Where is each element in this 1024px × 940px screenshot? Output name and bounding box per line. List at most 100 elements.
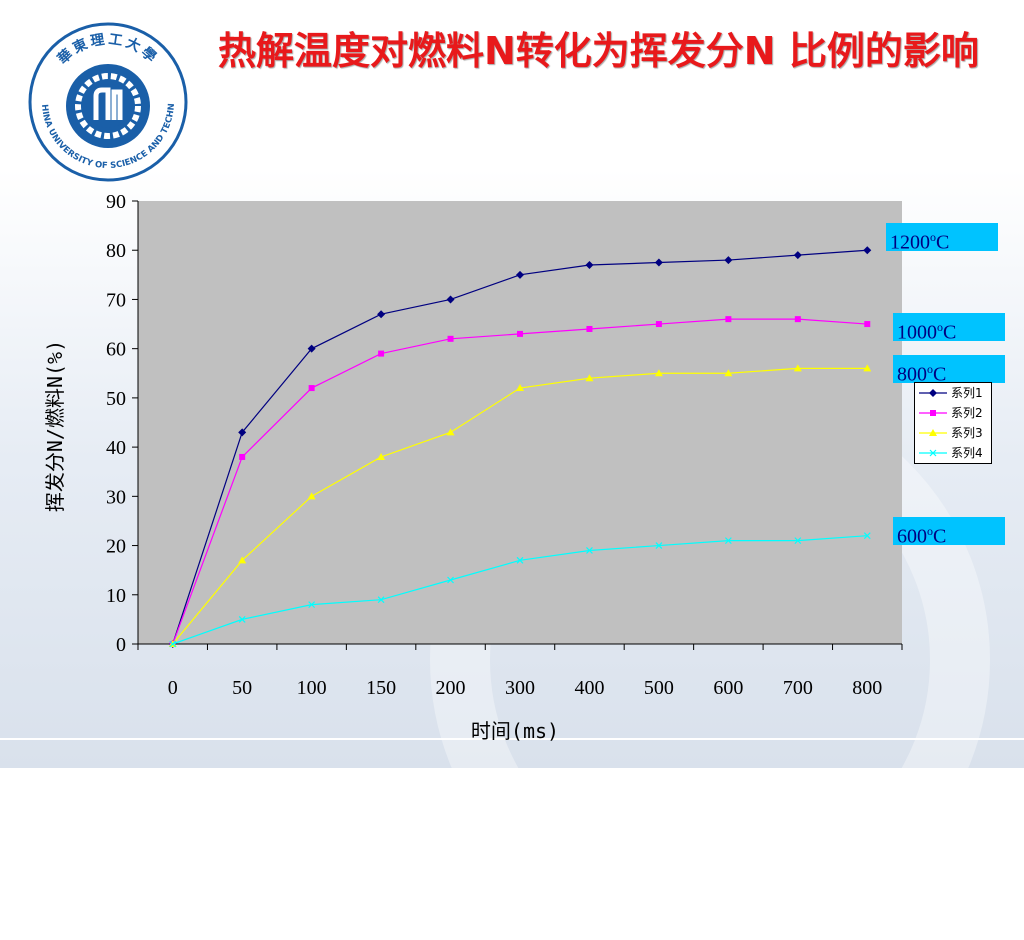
x-tick-label: 800 (852, 677, 882, 699)
annotation-800c-num: 800 (897, 363, 927, 386)
legend-marker (929, 449, 937, 457)
legend-label: 系列2 (951, 406, 983, 420)
series-3-point (585, 374, 594, 382)
annotation-1200c-num: 1200 (890, 231, 930, 254)
legend-item-1: 系列1 (915, 383, 991, 403)
annotation-600c-sup: o (927, 524, 933, 538)
annotation-1000c: 1000oC (893, 313, 1005, 344)
series-1-point (516, 270, 524, 279)
annotation-1200c-sup: o (930, 230, 936, 244)
legend-swatch (919, 449, 947, 457)
legend-swatch (919, 429, 947, 436)
series-1-point (377, 310, 386, 319)
y-tick-label: 90 (106, 191, 126, 213)
series-1-point (446, 295, 455, 304)
series-4-point (863, 532, 871, 540)
series-4-point (308, 601, 316, 609)
x-tick-label: 100 (297, 677, 327, 699)
x-tick-label: 400 (574, 677, 604, 699)
annotation-600c-unit: C (933, 525, 947, 548)
series-2-point (725, 316, 732, 323)
legend-item-2: 系列2 (915, 403, 991, 423)
series-2-point (517, 330, 523, 337)
series-1-point (863, 246, 872, 255)
series-3-point (307, 492, 316, 500)
legend-label: 系列4 (951, 446, 983, 460)
series-3-point (654, 369, 663, 377)
series-3-point (724, 369, 733, 377)
series-4-point (238, 615, 246, 623)
series-3 (168, 364, 872, 647)
series-4 (169, 532, 871, 648)
x-tick-label: 500 (644, 677, 674, 699)
annotation-1000c-num: 1000 (897, 321, 937, 344)
series-3-point (377, 452, 386, 460)
y-tick-label: 10 (106, 585, 126, 607)
series-1-point (238, 428, 247, 437)
y-axis-label: 挥发分N/燃料N(%) (43, 340, 67, 512)
legend-swatch (919, 389, 947, 397)
y-tick-label: 40 (106, 437, 126, 459)
annotation-1200c-unit: C (936, 231, 950, 254)
series-3-point (238, 556, 247, 564)
legend-swatch (919, 410, 947, 416)
y-tick-label: 80 (106, 240, 126, 262)
series-1-point (585, 260, 594, 269)
annotation-1000c-unit: C (943, 321, 957, 344)
annotation-800c: 800oC (893, 355, 1005, 386)
series-4-point (655, 542, 663, 549)
x-tick-label: 50 (232, 677, 252, 699)
series-1-point (724, 256, 733, 265)
series-2-point (655, 321, 662, 328)
legend-marker (930, 410, 936, 416)
series-4-point (169, 640, 177, 648)
x-tick-label: 600 (713, 677, 743, 699)
series-2-point (794, 316, 801, 323)
series-4-point (377, 596, 385, 604)
y-tick-label: 0 (116, 634, 126, 656)
slide-title: 热解温度对燃料N转化为挥发分N 比例的影响 (218, 29, 979, 73)
series-4-point (724, 537, 732, 545)
legend-marker (929, 429, 937, 436)
series-2-point (586, 325, 593, 332)
series-1-point (793, 251, 802, 260)
series-3-point (446, 428, 455, 436)
series-2-point (239, 453, 246, 460)
legend-label: 系列1 (951, 386, 983, 400)
annotation-800c-sup: o (927, 362, 933, 376)
legend-label: 系列3 (951, 426, 983, 440)
series-1-point (307, 344, 316, 353)
legend-item-4: 系列4 (915, 443, 991, 463)
x-tick-label: 150 (366, 677, 396, 699)
y-tick-label: 70 (106, 289, 126, 311)
footer-divider (0, 738, 1024, 740)
series-3-point (516, 384, 524, 392)
series-2 (169, 316, 871, 647)
y-tick-label: 30 (106, 486, 126, 508)
x-axis-label: 时间(ms) (471, 719, 559, 743)
plot-area (138, 201, 902, 644)
x-tick-label: 700 (783, 677, 813, 699)
annotation-600c: 600oC (893, 517, 1005, 548)
annotation-1200c: 1200oC (886, 223, 998, 254)
legend-item-3: 系列3 (915, 423, 991, 443)
line-chart: 0 10 20 30 40 50 60 70 80 90 0 50 100 150 200 300 400 50… (43, 191, 903, 743)
series-4-point (794, 537, 802, 545)
annotation-1000c-sup: o (937, 320, 943, 334)
y-tick-label: 50 (106, 388, 126, 410)
series-4-point (516, 556, 524, 564)
y-tick-label: 60 (106, 339, 126, 361)
series-4-point (447, 576, 454, 584)
chart-legend: 系列1 系列2 系列3 系列4 (914, 382, 992, 464)
series-3-point (863, 364, 872, 372)
y-tick-label: 20 (106, 536, 126, 558)
series-1-point (654, 258, 663, 267)
series-4-point (586, 547, 593, 554)
series-2-point (864, 321, 871, 328)
x-tick-label: 200 (436, 677, 466, 699)
x-tick-label: 0 (168, 677, 178, 699)
series-2-point (447, 335, 454, 342)
annotation-800c-unit: C (933, 363, 947, 386)
series-2-point (308, 385, 315, 392)
legend-marker (929, 389, 937, 397)
